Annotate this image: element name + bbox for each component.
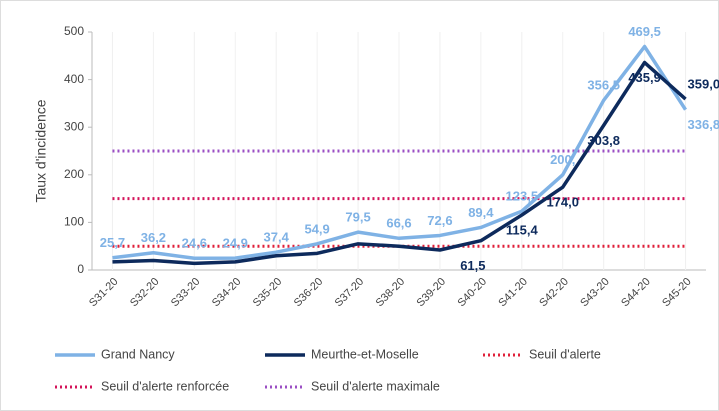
legend-label: Grand Nancy: [101, 347, 175, 361]
y-tick-label: 100: [64, 215, 84, 229]
legend-label: Seuil d'alerte maximale: [311, 379, 440, 393]
data-label: 303,8: [587, 133, 620, 148]
legend-label: Meurthe-et-Moselle: [311, 347, 419, 361]
y-tick-label: 500: [64, 24, 84, 38]
data-label: 469,5: [628, 24, 661, 39]
data-label: 435,9: [628, 70, 661, 85]
data-label: 66,6: [386, 216, 411, 231]
y-tick-label: 400: [64, 72, 84, 86]
data-label: 37,4: [264, 230, 290, 245]
data-label: 79,5: [345, 210, 370, 225]
data-label: 72,6: [427, 213, 452, 228]
data-label: 25,7: [100, 235, 125, 250]
series-line: [112, 44, 688, 261]
legend-label: Seuil d'alerte renforcée: [101, 379, 229, 393]
y-tick-label: 200: [64, 167, 84, 181]
data-label: 61,5: [460, 258, 485, 273]
data-label: 24,9: [223, 236, 248, 251]
series-line: [112, 60, 687, 266]
data-label: 359,0: [688, 77, 719, 92]
data-label: 36,2: [141, 230, 166, 245]
data-label: 200,: [550, 152, 575, 167]
data-label: 24,6: [182, 236, 207, 251]
data-label: 174,0: [546, 195, 579, 210]
data-label: 356,5: [587, 78, 620, 93]
y-axis-label: Taux d'incidence: [33, 99, 49, 202]
data-label: 123,5: [506, 189, 539, 204]
data-label: 89,4: [468, 205, 494, 220]
data-label: 115,4: [506, 223, 539, 238]
y-tick-label: 300: [64, 119, 84, 133]
legend-label: Seuil d'alerte: [529, 347, 601, 361]
data-label: 54,9: [304, 221, 329, 236]
data-label: 336,8: [688, 117, 719, 132]
y-tick-label: 0: [77, 262, 84, 276]
